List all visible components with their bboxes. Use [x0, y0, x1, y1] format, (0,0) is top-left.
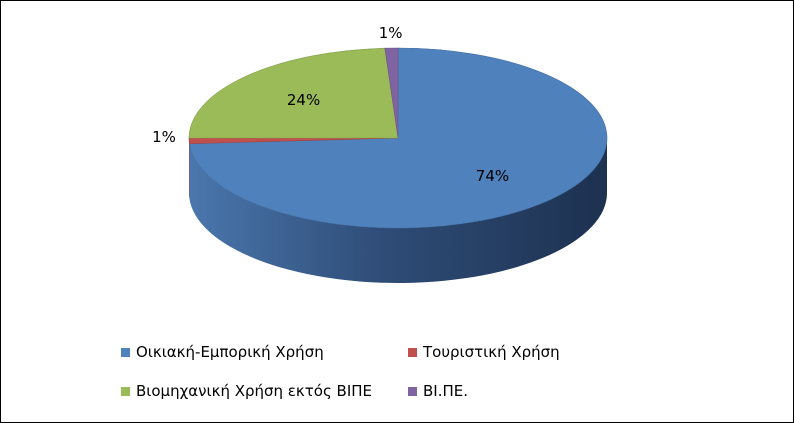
legend-row-1: Οικιακή-Εμπορική Χρήση Τουριστική Χρήση [121, 343, 681, 365]
legend-row-2: Βιομηχανική Χρήση εκτός ΒΙΠΕ ΒΙ.ΠΕ. [121, 382, 681, 404]
legend-item-vipe: ΒΙ.ΠΕ. [408, 382, 468, 400]
label-tourist: 1% [152, 128, 176, 146]
label-industrial: 24% [287, 91, 320, 109]
legend-label-vipe: ΒΙ.ΠΕ. [423, 382, 469, 400]
legend-swatch-residential [121, 347, 130, 357]
legend: Οικιακή-Εμπορική Χρήση Τουριστική Χρήση … [121, 343, 681, 421]
slice-residential-side [189, 138, 607, 283]
pie-side-wall [189, 138, 607, 283]
legend-swatch-tourist [408, 347, 417, 357]
slice-industrial [188, 47, 399, 139]
legend-swatch-vipe [408, 386, 417, 396]
legend-swatch-industrial [121, 386, 130, 396]
label-vipe: 1% [379, 24, 403, 42]
slice-vipe [384, 47, 399, 139]
legend-label-industrial: Βιομηχανική Χρήση εκτός ΒΙΠΕ [136, 382, 373, 400]
legend-label-tourist: Τουριστική Χρήση [423, 343, 560, 361]
pie-top-face [188, 47, 608, 229]
pie-data-labels: 74% 1% 24% 1% [152, 24, 509, 185]
legend-label-residential: Οικιακή-Εμπορική Χρήση [136, 343, 324, 361]
legend-item-industrial: Βιομηχανική Χρήση εκτός ΒΙΠΕ [121, 382, 372, 400]
legend-item-tourist: Τουριστική Χρήση [408, 343, 560, 361]
label-residential: 74% [476, 167, 509, 185]
legend-item-residential: Οικιακή-Εμπορική Χρήση [121, 343, 324, 361]
